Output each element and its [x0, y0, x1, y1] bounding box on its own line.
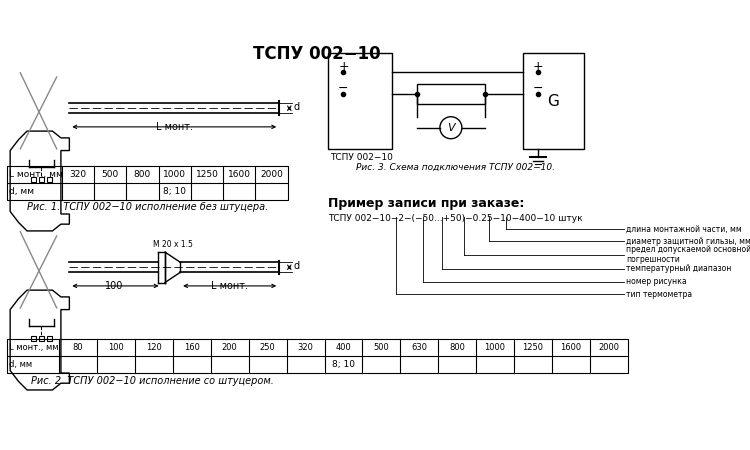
Text: 100: 100: [108, 343, 124, 352]
Text: 8; 10: 8; 10: [332, 360, 355, 369]
Text: ТСПУ 002−10−2−(−50...+50)−0.25−10−400−10 штук: ТСПУ 002−10−2−(−50...+50)−0.25−10−400−10…: [328, 214, 583, 223]
Text: длина монтажной части, мм: длина монтажной части, мм: [626, 225, 742, 234]
Text: L монт., мм: L монт., мм: [9, 343, 58, 352]
Text: 2000: 2000: [598, 343, 619, 352]
Text: 1000: 1000: [484, 343, 506, 352]
Text: d, мм: d, мм: [9, 360, 32, 369]
Text: 2000: 2000: [260, 170, 283, 179]
Bar: [46, 177, 52, 182]
Text: 500: 500: [101, 170, 118, 179]
Text: 120: 120: [146, 343, 162, 352]
Text: номер рисунка: номер рисунка: [626, 277, 686, 286]
Text: 1600: 1600: [228, 170, 251, 179]
Text: температурный диапазон: температурный диапазон: [626, 265, 731, 274]
Text: G: G: [548, 94, 560, 108]
Text: V: V: [447, 123, 454, 133]
Text: 8; 10: 8; 10: [164, 187, 186, 196]
Text: 800: 800: [449, 343, 465, 352]
Text: ТСПУ 002−10: ТСПУ 002−10: [330, 153, 393, 162]
Text: −: −: [532, 82, 543, 95]
Text: тип термометра: тип термометра: [626, 290, 692, 299]
Text: 100: 100: [104, 281, 123, 291]
Text: 630: 630: [411, 343, 428, 352]
Text: +: +: [338, 60, 349, 73]
Text: 160: 160: [184, 343, 200, 352]
Bar: [39, 336, 44, 341]
Bar: [32, 177, 37, 182]
Bar: [7, 166, 287, 200]
Text: L монт., мм: L монт., мм: [9, 170, 63, 179]
Text: Пример записи при заказе:: Пример записи при заказе:: [328, 197, 524, 210]
Text: −: −: [338, 82, 349, 95]
Text: 80: 80: [73, 343, 83, 352]
Text: диаметр защитной гильзы, мм: диаметр защитной гильзы, мм: [626, 237, 750, 246]
Text: М 20 х 1.5: М 20 х 1.5: [154, 240, 194, 249]
Bar: [32, 336, 37, 341]
Text: L монт.: L монт.: [211, 281, 248, 291]
Text: 1000: 1000: [164, 170, 186, 179]
Text: 400: 400: [335, 343, 351, 352]
Text: 320: 320: [298, 343, 314, 352]
Text: 250: 250: [260, 343, 275, 352]
Text: 320: 320: [69, 170, 86, 179]
Text: Рис. 2. ТСПУ 002−10 исполнение со штуцером.: Рис. 2. ТСПУ 002−10 исполнение со штуцер…: [31, 376, 274, 386]
Text: d, мм: d, мм: [9, 187, 34, 196]
Text: 800: 800: [134, 170, 151, 179]
Bar: [46, 336, 52, 341]
Text: d: d: [293, 103, 300, 112]
Text: ТСПУ 002−10: ТСПУ 002−10: [254, 45, 381, 63]
Text: 1250: 1250: [196, 170, 218, 179]
Text: 500: 500: [374, 343, 389, 352]
Bar: [7, 339, 628, 373]
Bar: [328, 53, 392, 149]
Bar: [417, 84, 484, 104]
Text: 200: 200: [222, 343, 238, 352]
Text: L монт.: L монт.: [156, 122, 193, 132]
Text: +: +: [532, 60, 543, 73]
Bar: [523, 53, 584, 149]
Text: d: d: [293, 261, 300, 271]
Text: Рис. 3. Схема подключения ТСПУ 002−10.: Рис. 3. Схема подключения ТСПУ 002−10.: [356, 162, 556, 171]
Text: 1250: 1250: [523, 343, 544, 352]
Bar: [39, 177, 44, 182]
Text: предел допускаемой основной
погрешности: предел допускаемой основной погрешности: [626, 245, 750, 264]
Text: 1600: 1600: [560, 343, 581, 352]
Text: Рис. 1. ТСПУ 002−10 исполнение без штуцера.: Рис. 1. ТСПУ 002−10 исполнение без штуце…: [26, 202, 268, 212]
